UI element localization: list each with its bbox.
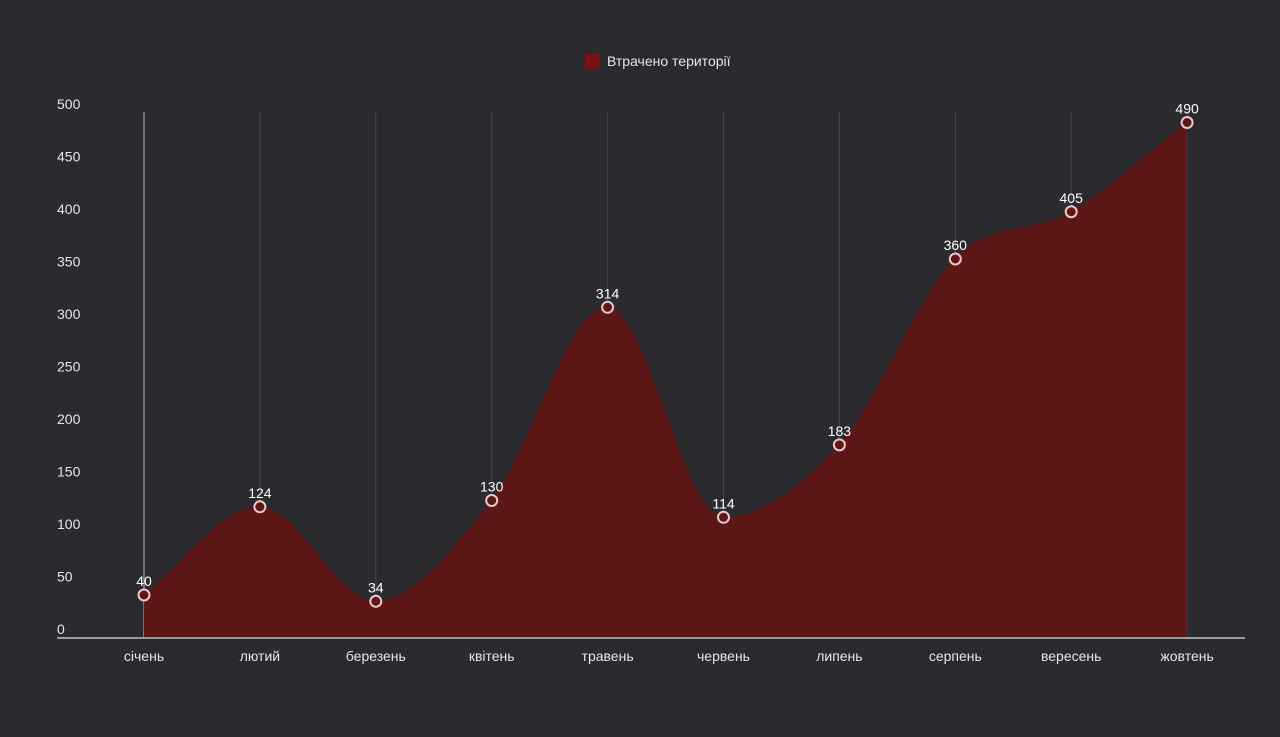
series-area	[144, 122, 1188, 637]
x-tick-label: липень	[816, 648, 862, 664]
x-tick-label: червень	[697, 648, 750, 664]
y-tick-label: 400	[57, 201, 81, 217]
x-tick-label: квітень	[469, 648, 515, 664]
legend[interactable]: Втрачено території	[585, 53, 731, 69]
y-tick-label: 0	[57, 621, 65, 637]
x-tick-label: вересень	[1041, 648, 1101, 664]
data-label: 183	[828, 423, 852, 439]
data-point	[1064, 205, 1078, 219]
data-point	[1180, 116, 1194, 129]
data-point	[253, 500, 267, 514]
y-tick-label: 350	[57, 254, 81, 270]
x-tick-label: березень	[346, 648, 406, 664]
data-label: 405	[1060, 190, 1084, 206]
y-tick-label: 200	[57, 411, 81, 427]
legend-label: Втрачено території	[607, 53, 731, 69]
data-point	[948, 252, 962, 266]
data-point	[369, 594, 383, 608]
x-tick-label: жовтень	[1160, 648, 1213, 664]
y-tick-label: 300	[57, 306, 81, 322]
x-tick-label: серпень	[929, 648, 982, 664]
data-point	[832, 438, 846, 452]
data-point	[601, 300, 615, 314]
data-label: 124	[248, 485, 272, 501]
data-label: 360	[944, 237, 968, 253]
y-tick-label: 250	[57, 359, 81, 375]
data-label: 130	[480, 479, 504, 495]
data-point	[717, 510, 730, 524]
y-tick-label: 100	[57, 516, 81, 532]
data-label: 34	[368, 579, 384, 595]
x-tick-label: січень	[124, 648, 164, 664]
data-label: 314	[596, 285, 620, 301]
data-point	[485, 494, 499, 507]
y-tick-label: 500	[57, 96, 81, 112]
data-label: 490	[1175, 101, 1199, 117]
y-tick-label: 150	[57, 464, 81, 480]
x-tick-label: травень	[582, 648, 634, 664]
data-label: 40	[136, 573, 152, 589]
legend-swatch	[585, 54, 600, 69]
y-tick-label: 450	[57, 149, 81, 165]
x-tick-label: лютий	[240, 648, 280, 664]
data-point	[137, 588, 151, 602]
y-tick-label: 50	[57, 569, 73, 585]
data-label: 114	[712, 495, 735, 511]
